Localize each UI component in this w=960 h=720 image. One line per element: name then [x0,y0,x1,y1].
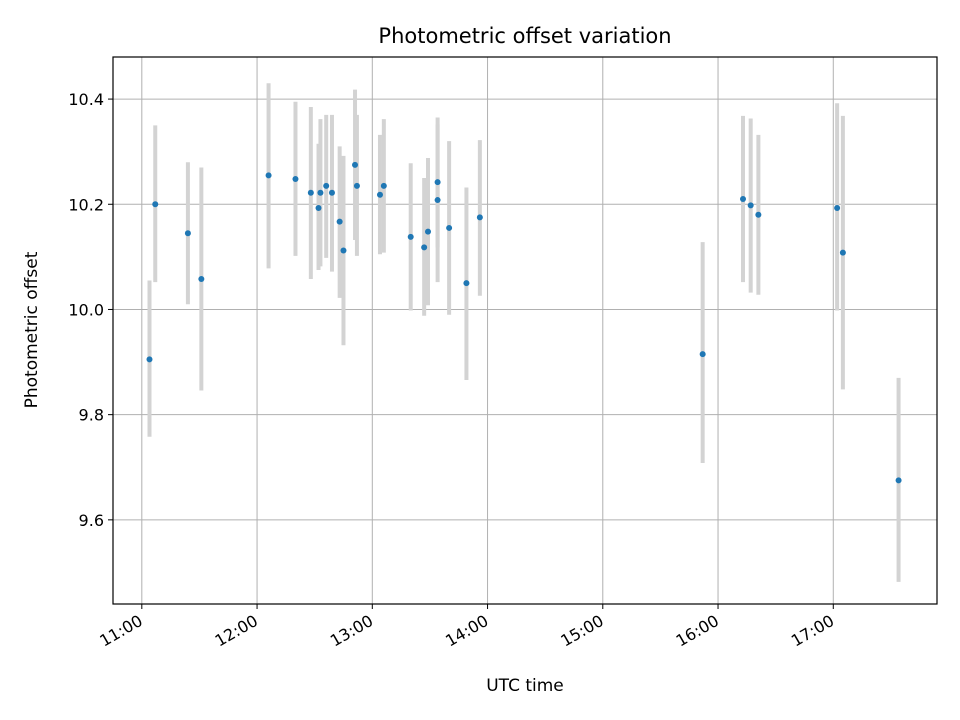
data-point [747,202,754,209]
grid [113,57,937,604]
data-point [265,172,272,179]
data-point [328,189,335,196]
data-point [755,211,762,218]
data-point [425,228,432,235]
y-tick-label: 10.2 [68,195,104,214]
data-point [446,224,453,231]
data-point [307,189,314,196]
data-point [407,233,414,240]
y-axis-ticks: 9.6 9.8 10.0 10.2 10.4 [68,90,113,530]
data-point [323,182,330,189]
y-tick-label: 10.4 [68,90,104,109]
data-point [292,176,299,183]
data-point [340,247,347,254]
data-point [895,477,902,484]
data-point [839,249,846,256]
data-points [146,161,902,484]
data-point [434,197,441,204]
data-point [336,218,343,225]
data-point [152,201,159,208]
data-point [476,214,483,221]
data-point [834,204,841,211]
plot-frame [112,56,938,605]
data-point [184,230,191,237]
y-tick-label: 9.6 [79,511,104,530]
data-point [421,244,428,251]
y-tick-label: 9.8 [79,406,104,425]
data-point [315,204,322,211]
chart-title: Photometric offset variation [378,24,671,48]
y-tick-label: 10.0 [68,300,104,319]
data-point [434,179,441,186]
data-point [352,161,359,168]
data-point [699,351,706,358]
data-point [353,182,360,189]
data-point [146,356,153,363]
data-point [463,280,470,287]
x-axis-label: UTC time [486,676,564,696]
data-point [317,189,324,196]
data-point [198,275,205,282]
y-axis-label: Photometric offset [22,251,42,408]
data-point [380,182,387,189]
data-point [740,196,747,203]
data-point [376,191,383,198]
